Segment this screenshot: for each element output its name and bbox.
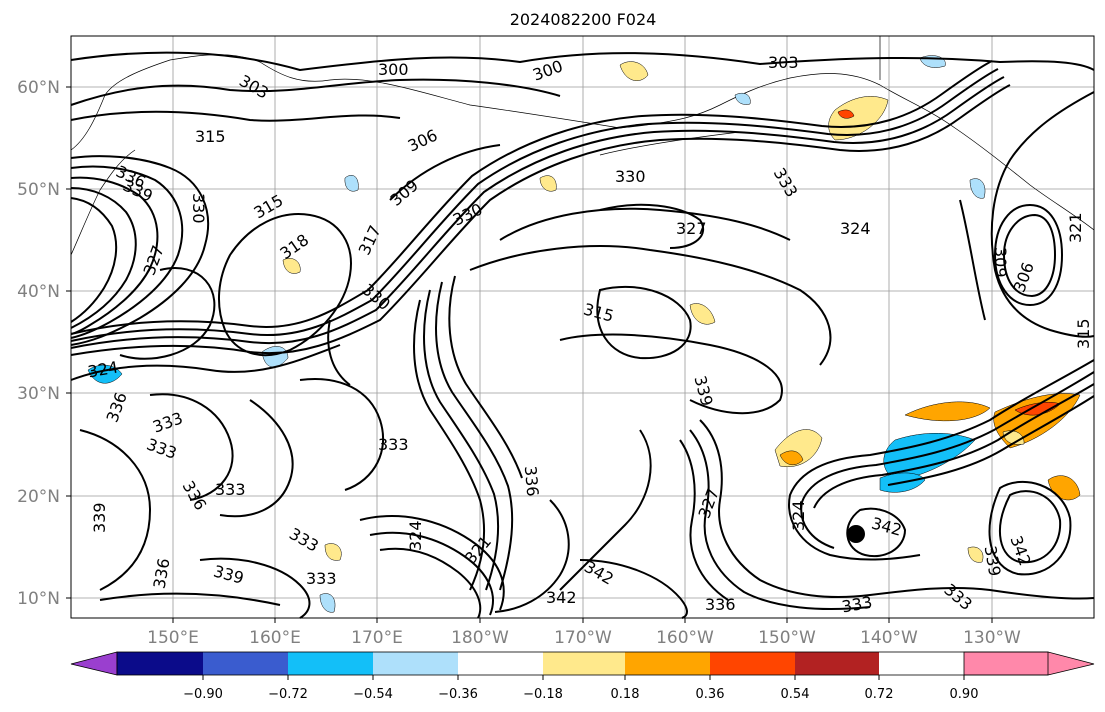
contour-lines [70,51,1095,619]
lat-label: 20°N [17,487,60,507]
lon-label: 160°E [249,628,301,648]
lon-label: 130°W [963,628,1021,648]
contour-label: 342 [546,588,577,607]
contour-label: 324 [789,500,808,531]
lon-label: 150°W [758,628,816,648]
lat-label: 10°N [17,589,60,609]
contour-label: 324 [406,520,425,551]
colorbar-tick-label: 0.90 [950,687,979,702]
colorbar-segment [795,652,879,675]
contour-label: 339 [90,502,109,533]
lat-label: 60°N [17,78,60,98]
contour-label: 330 [615,167,646,186]
cyclone-center-marker [847,525,865,543]
contour-label: 336 [521,465,543,497]
longitude-labels: 150°E 160°E 170°E 180°W 170°W 160°W 150°… [147,628,1021,648]
contour-label: 321 [1066,212,1085,243]
colorbar-segment [543,652,625,675]
lon-label: 150°E [147,628,199,648]
contour-label: 309 [991,247,1010,278]
colorbar-tick-label: −0.18 [523,687,563,702]
colorbar-tick-label: −0.54 [353,687,393,702]
colorbar-segment [117,652,203,675]
contour-label: 303 [768,53,799,72]
contour-label: 336 [705,595,736,614]
contour-label: 324 [840,219,871,238]
colorbar-segment [288,652,373,675]
gridlines [71,36,1094,618]
colorbar: −0.90 −0.72 −0.54 −0.36 −0.18 0.18 0.36 … [70,651,1095,702]
colorbar-segment [458,652,543,675]
colorbar-tick-label: 0.72 [865,687,894,702]
contour-label: 300 [378,60,409,79]
coastlines [70,36,1095,256]
colorbar-tick-label: 0.36 [696,687,725,702]
contour-label: 315 [1074,318,1093,349]
colorbar-segment [373,652,458,675]
colorbar-tick-label: 0.18 [611,687,640,702]
contour-label: 333 [378,435,409,454]
colorbar-segment [625,652,710,675]
contour-label: 330 [189,193,208,224]
contour-label: 333 [306,569,337,588]
colorbar-extend-max [963,651,1095,676]
lat-label: 30°N [17,384,60,404]
colorbar-extend-min [70,651,118,676]
map-panel: 300 300 303 303 306 309 315 315 318 317 … [70,35,1095,619]
colorbar-segment [203,652,288,675]
axis-tick-marks [66,86,993,623]
colorbar-segment [710,652,795,675]
lon-label: 180°W [451,628,509,648]
contour-label: 333 [215,480,246,499]
colorbar-tick-label: −0.90 [183,687,223,702]
lon-label: 140°W [860,628,918,648]
lon-label: 160°W [656,628,714,648]
map-background [71,36,1094,618]
lon-label: 170°W [554,628,612,648]
lat-label: 40°N [17,282,60,302]
lat-label: 50°N [17,180,60,200]
contour-label: 327 [676,219,707,238]
figure-title: 2024082200 F024 [510,10,657,29]
lon-label: 170°E [351,628,403,648]
colorbar-tick-label: −0.36 [438,687,478,702]
colorbar-tick-label: 0.54 [781,687,810,702]
colorbar-tick-label: −0.72 [268,687,308,702]
latitude-labels: 60°N 50°N 40°N 30°N 20°N 10°N [17,78,60,609]
anomaly-shading [87,55,1081,613]
contour-label: 315 [195,127,226,146]
